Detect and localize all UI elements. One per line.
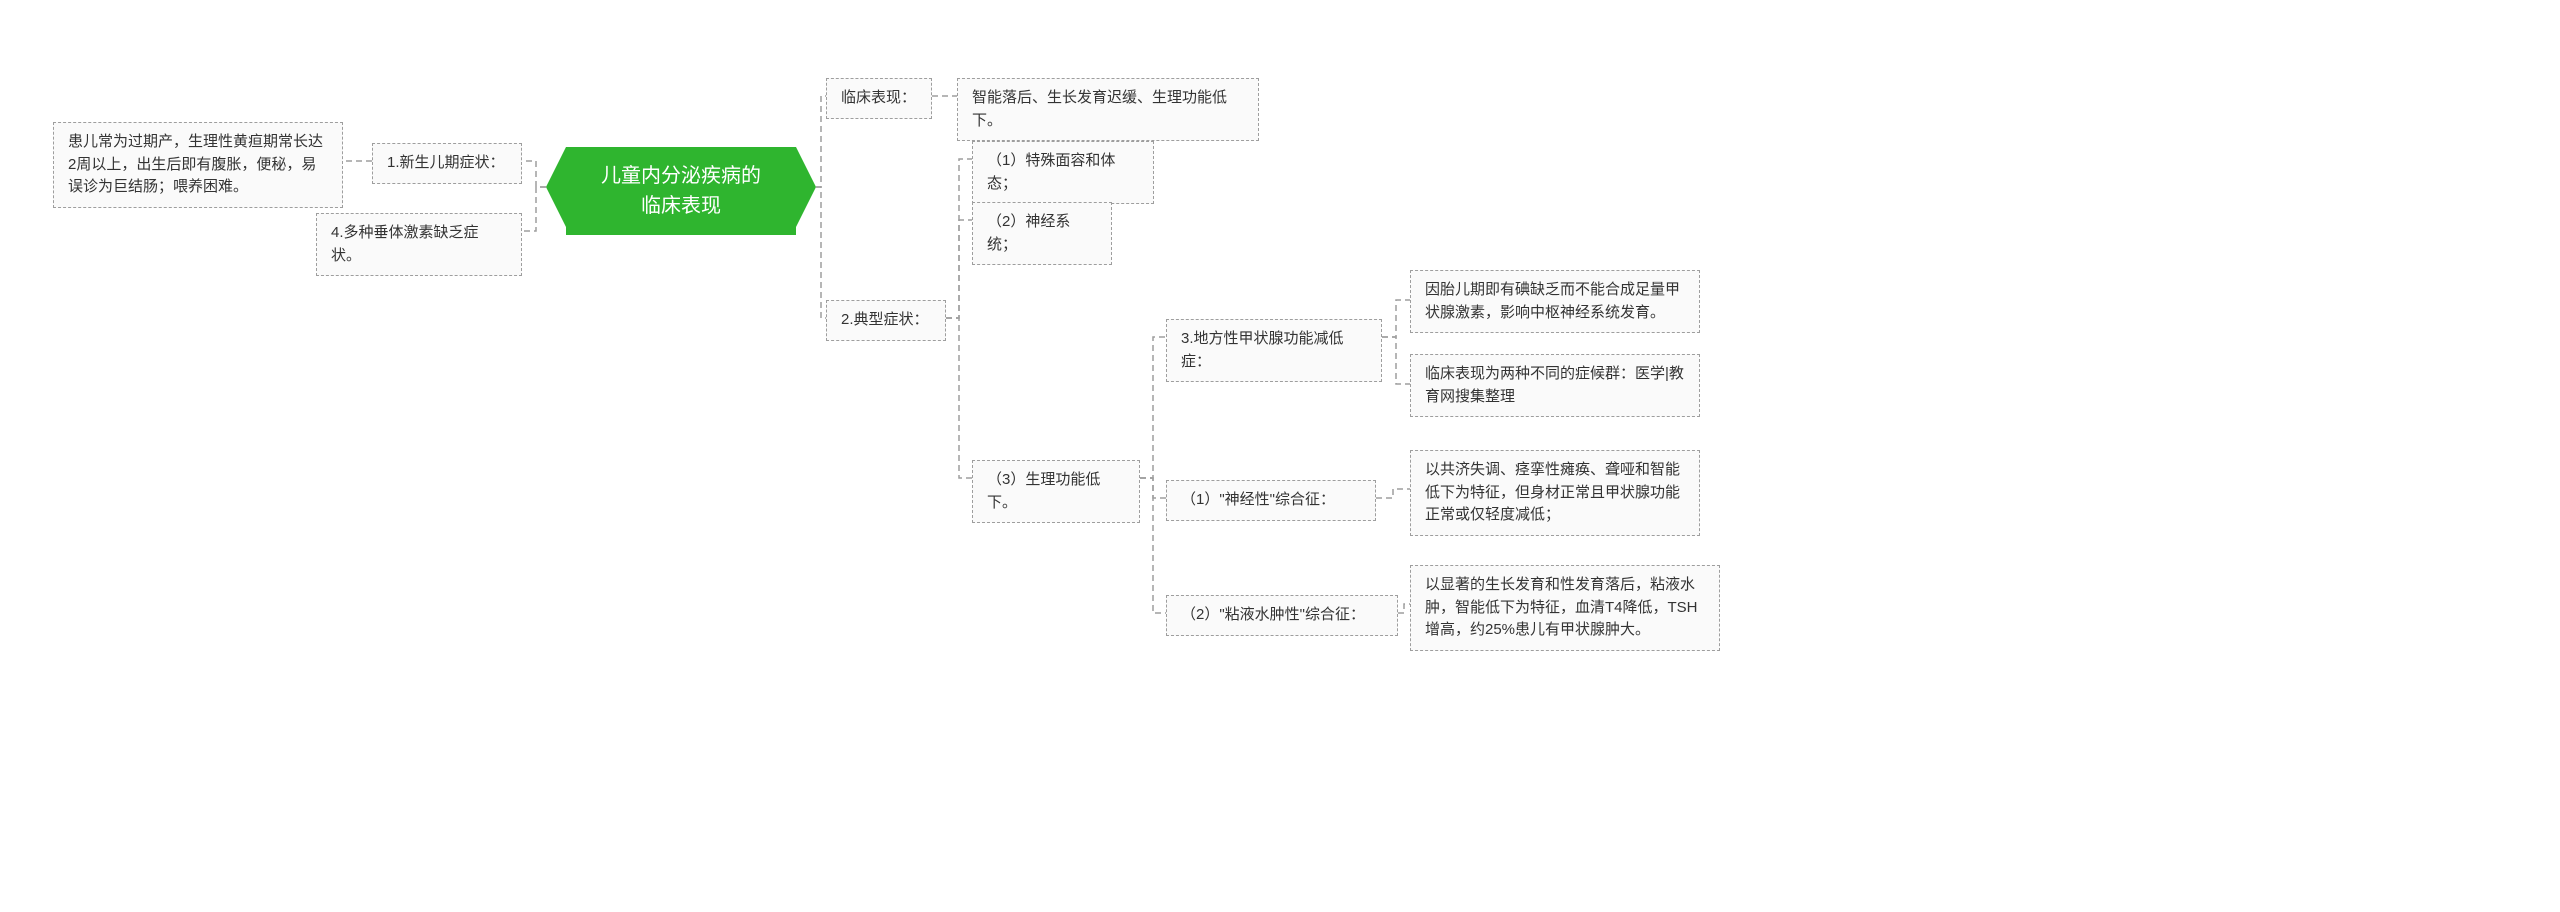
- node-clinical-desc[interactable]: 智能落后、生长发育迟缓、生理功能低下。: [957, 78, 1259, 141]
- node-label: 临床表现为两种不同的症候群：医学|教育网搜集整理: [1425, 365, 1684, 405]
- node-label: （2）神经系统；: [987, 213, 1070, 253]
- node-label: 因胎儿期即有碘缺乏而不能合成足量甲状腺激素，影响中枢神经系统发育。: [1425, 281, 1680, 321]
- node-typical[interactable]: 2.典型症状：: [826, 300, 946, 341]
- node-label: 智能落后、生长发育迟缓、生理功能低下。: [972, 89, 1227, 129]
- node-label: 3.地方性甲状腺功能减低症：: [1181, 330, 1344, 370]
- node-label: 以显著的生长发育和性发育落后，粘液水肿，智能低下为特征，血清T4降低，TSH增高…: [1425, 576, 1698, 638]
- node-label: 2.典型症状：: [841, 311, 929, 328]
- node-label: （3）生理功能低下。: [987, 471, 1100, 511]
- node-syndrome-2-desc[interactable]: 以显著的生长发育和性发育落后，粘液水肿，智能低下为特征，血清T4降低，TSH增高…: [1410, 565, 1720, 651]
- node-label: （1）特殊面容和体态；: [987, 152, 1115, 192]
- root-label: 儿童内分泌疾病的临床表现: [601, 165, 761, 217]
- node-label: 4.多种垂体激素缺乏症状。: [331, 224, 479, 264]
- node-label: 以共济失调、痉挛性瘫痪、聋哑和智能低下为特征，但身材正常且甲状腺功能正常或仅轻度…: [1425, 461, 1680, 523]
- node-3-desc-1[interactable]: 因胎儿期即有碘缺乏而不能合成足量甲状腺激素，影响中枢神经系统发育。: [1410, 270, 1700, 333]
- node-3-desc-2[interactable]: 临床表现为两种不同的症候群：医学|教育网搜集整理: [1410, 354, 1700, 417]
- node-left-4[interactable]: 4.多种垂体激素缺乏症状。: [316, 213, 522, 276]
- node-left-1[interactable]: 1.新生儿期症状：: [372, 143, 522, 184]
- node-3[interactable]: 3.地方性甲状腺功能减低症：: [1166, 319, 1382, 382]
- connector-lines: [0, 0, 2560, 912]
- node-label: （1）"神经性"综合征：: [1181, 491, 1335, 508]
- node-label: （2）"粘液水肿性"综合征：: [1181, 606, 1365, 623]
- node-typical-2[interactable]: （2）神经系统；: [972, 202, 1112, 265]
- node-typical-1[interactable]: （1）特殊面容和体态；: [972, 141, 1154, 204]
- root-node[interactable]: 儿童内分泌疾病的临床表现: [566, 147, 796, 235]
- node-typical-3[interactable]: （3）生理功能低下。: [972, 460, 1140, 523]
- node-left-1-desc[interactable]: 患儿常为过期产，生理性黄疸期常长达2周以上，出生后即有腹胀，便秘，易误诊为巨结肠…: [53, 122, 343, 208]
- node-label: 临床表现：: [841, 89, 916, 106]
- node-syndrome-1-desc[interactable]: 以共济失调、痉挛性瘫痪、聋哑和智能低下为特征，但身材正常且甲状腺功能正常或仅轻度…: [1410, 450, 1700, 536]
- node-label: 1.新生儿期症状：: [387, 154, 505, 171]
- node-label: 患儿常为过期产，生理性黄疸期常长达2周以上，出生后即有腹胀，便秘，易误诊为巨结肠…: [68, 133, 323, 195]
- node-syndrome-2[interactable]: （2）"粘液水肿性"综合征：: [1166, 595, 1398, 636]
- node-syndrome-1[interactable]: （1）"神经性"综合征：: [1166, 480, 1376, 521]
- node-clinical[interactable]: 临床表现：: [826, 78, 932, 119]
